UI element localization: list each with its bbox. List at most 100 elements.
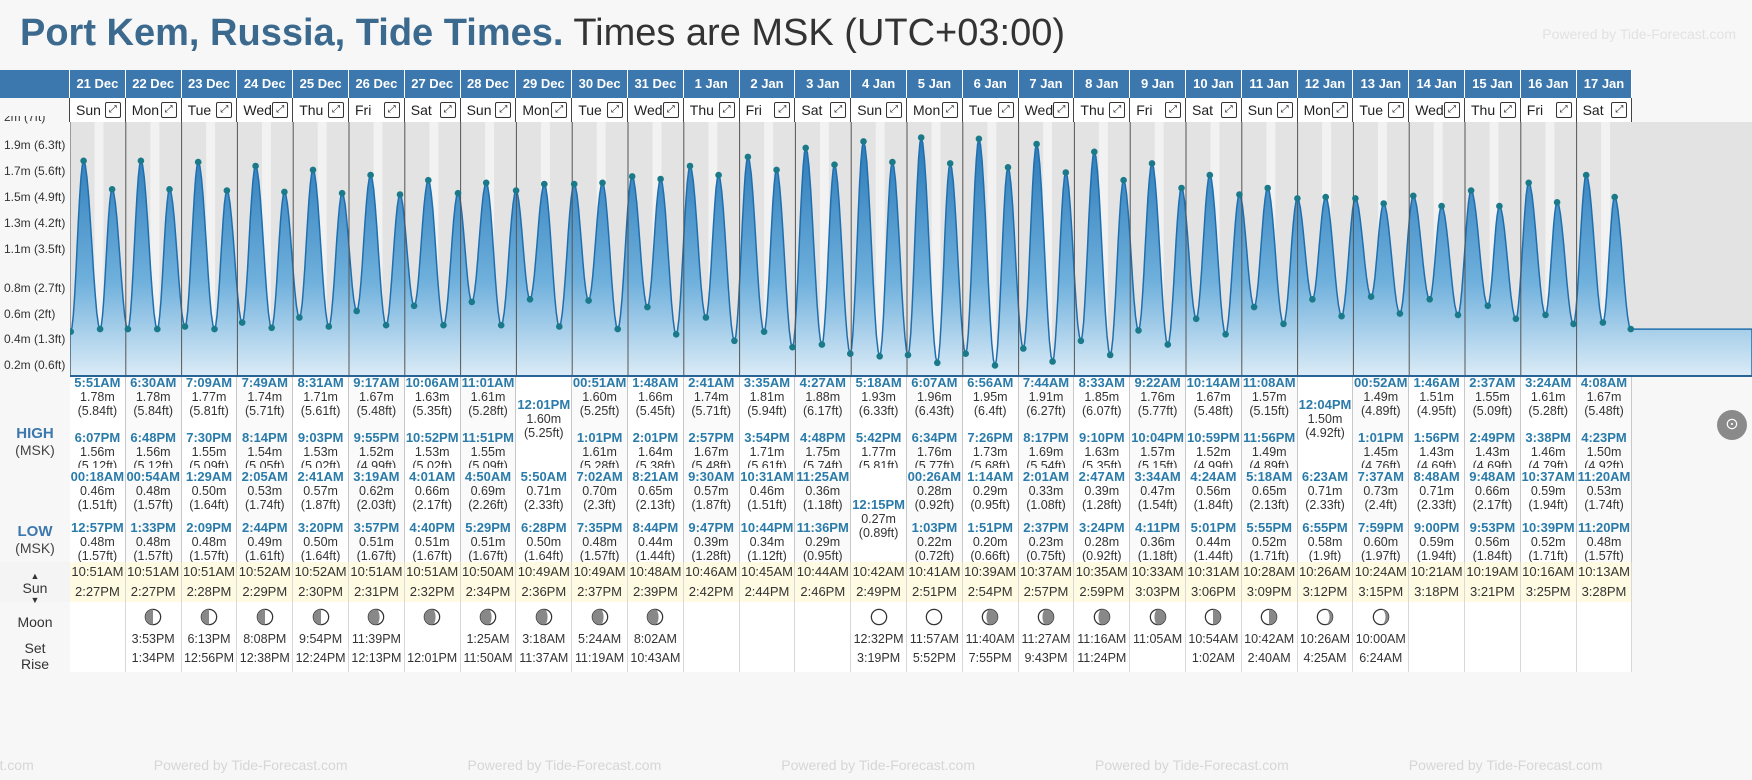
low-tide-point[interactable]: [1309, 296, 1316, 303]
high-tide-point[interactable]: [1438, 202, 1445, 210]
low-tide-point[interactable]: [991, 362, 999, 369]
low-tide-point[interactable]: [731, 337, 738, 345]
low-tide-point[interactable]: [325, 323, 333, 330]
low-tide-point[interactable]: [1484, 302, 1492, 310]
high-tide-point[interactable]: [599, 179, 606, 187]
high-tide-point[interactable]: [686, 162, 694, 170]
expand-icon[interactable]: ⤢: [1276, 102, 1293, 118]
expand-icon[interactable]: ⤢: [830, 102, 847, 118]
low-tide-point[interactable]: [1280, 320, 1287, 328]
high-tide-point[interactable]: [1033, 140, 1040, 148]
high-tide-point[interactable]: [773, 166, 780, 174]
low-tide-point[interactable]: [1164, 341, 1172, 348]
high-tide-point[interactable]: [309, 166, 317, 174]
low-tide-point[interactable]: [644, 303, 651, 311]
high-tide-point[interactable]: [108, 186, 116, 193]
low-tide-point[interactable]: [124, 325, 132, 333]
low-tide-point[interactable]: [702, 314, 710, 321]
expand-icon[interactable]: ⤢: [997, 102, 1014, 118]
high-tide-point[interactable]: [715, 171, 722, 179]
expand-icon[interactable]: ⤢: [551, 102, 568, 118]
expand-icon[interactable]: ⤢: [1053, 102, 1070, 118]
low-tide-point[interactable]: [1192, 315, 1200, 323]
low-tide-point[interactable]: [96, 325, 104, 333]
expand-icon[interactable]: ⤢: [1499, 102, 1516, 118]
low-tide-point[interactable]: [238, 319, 246, 326]
high-tide-point[interactable]: [628, 173, 636, 180]
low-tide-point[interactable]: [789, 343, 796, 351]
low-tide-point[interactable]: [1020, 345, 1027, 352]
low-tide-point[interactable]: [1599, 319, 1607, 326]
high-tide-point[interactable]: [802, 144, 809, 152]
low-tide-point[interactable]: [672, 331, 680, 338]
expand-icon[interactable]: ⤢: [216, 102, 233, 118]
expand-icon[interactable]: ⤢: [1164, 102, 1181, 118]
high-tide-point[interactable]: [1496, 202, 1503, 210]
high-tide-point[interactable]: [1206, 171, 1214, 179]
high-tide-point[interactable]: [1004, 164, 1012, 171]
high-tide-point[interactable]: [1120, 176, 1127, 184]
low-tide-point[interactable]: [211, 325, 218, 333]
high-tide-point[interactable]: [1148, 160, 1156, 167]
low-tide-point[interactable]: [70, 328, 74, 335]
low-tide-point[interactable]: [296, 314, 303, 321]
low-tide-point[interactable]: [268, 324, 275, 332]
low-tide-point[interactable]: [876, 353, 883, 360]
expand-icon[interactable]: ⤢: [606, 102, 623, 118]
high-tide-point[interactable]: [1091, 148, 1098, 156]
high-tide-point[interactable]: [975, 135, 983, 143]
low-tide-point[interactable]: [760, 328, 768, 335]
low-tide-point[interactable]: [1367, 293, 1375, 300]
low-tide-point[interactable]: [1106, 351, 1114, 359]
low-tide-point[interactable]: [962, 350, 969, 357]
expand-icon[interactable]: ⤢: [1611, 102, 1628, 118]
expand-icon[interactable]: ⤢: [1332, 102, 1349, 118]
low-tide-point[interactable]: [468, 298, 476, 306]
high-tide-point[interactable]: [744, 153, 752, 161]
expand-icon[interactable]: ⤢: [1555, 102, 1572, 118]
high-tide-point[interactable]: [281, 188, 288, 196]
low-tide-point[interactable]: [1512, 315, 1520, 323]
expand-icon[interactable]: ⤢: [104, 102, 121, 118]
low-tide-point[interactable]: [497, 321, 505, 329]
low-tide-point[interactable]: [1396, 310, 1404, 317]
high-tide-point[interactable]: [1525, 179, 1532, 187]
high-tide-point[interactable]: [137, 157, 145, 165]
low-tide-point[interactable]: [904, 351, 912, 359]
low-tide-point[interactable]: [1338, 312, 1345, 320]
expand-icon[interactable]: ⤢: [662, 102, 679, 118]
low-tide-point[interactable]: [1250, 303, 1258, 311]
low-tide-point[interactable]: [1222, 331, 1229, 338]
high-tide-point[interactable]: [80, 157, 87, 165]
high-tide-point[interactable]: [338, 189, 346, 197]
high-tide-point[interactable]: [1553, 199, 1561, 206]
low-tide-point[interactable]: [1077, 337, 1085, 345]
high-tide-point[interactable]: [1410, 192, 1417, 200]
high-tide-point[interactable]: [512, 187, 520, 194]
low-tide-point[interactable]: [1627, 325, 1635, 333]
high-tide-point[interactable]: [194, 158, 202, 166]
expand-icon[interactable]: ⤢: [160, 102, 177, 118]
low-tide-point[interactable]: [154, 325, 161, 333]
high-tide-point[interactable]: [396, 191, 404, 198]
high-tide-point[interactable]: [1294, 195, 1301, 202]
expand-icon[interactable]: ⤢: [439, 102, 456, 118]
low-tide-point[interactable]: [353, 307, 361, 315]
high-tide-point[interactable]: [1322, 193, 1329, 201]
high-tide-point[interactable]: [541, 180, 548, 188]
high-tide-point[interactable]: [223, 187, 231, 194]
high-tide-point[interactable]: [657, 175, 664, 183]
high-tide-point[interactable]: [1467, 187, 1475, 194]
high-tide-point[interactable]: [570, 180, 578, 188]
expand-icon[interactable]: ⤢: [327, 102, 344, 118]
low-tide-point[interactable]: [1426, 296, 1433, 303]
high-tide-point[interactable]: [889, 158, 896, 166]
high-tide-point[interactable]: [917, 134, 925, 141]
expand-icon[interactable]: ⤢: [272, 102, 289, 118]
expand-icon[interactable]: ⤢: [1220, 102, 1237, 118]
low-tide-point[interactable]: [440, 321, 447, 329]
high-tide-point[interactable]: [1352, 195, 1359, 202]
low-tide-point[interactable]: [526, 296, 534, 303]
high-tide-point[interactable]: [367, 171, 374, 179]
expand-icon[interactable]: ⤢: [1443, 102, 1460, 118]
